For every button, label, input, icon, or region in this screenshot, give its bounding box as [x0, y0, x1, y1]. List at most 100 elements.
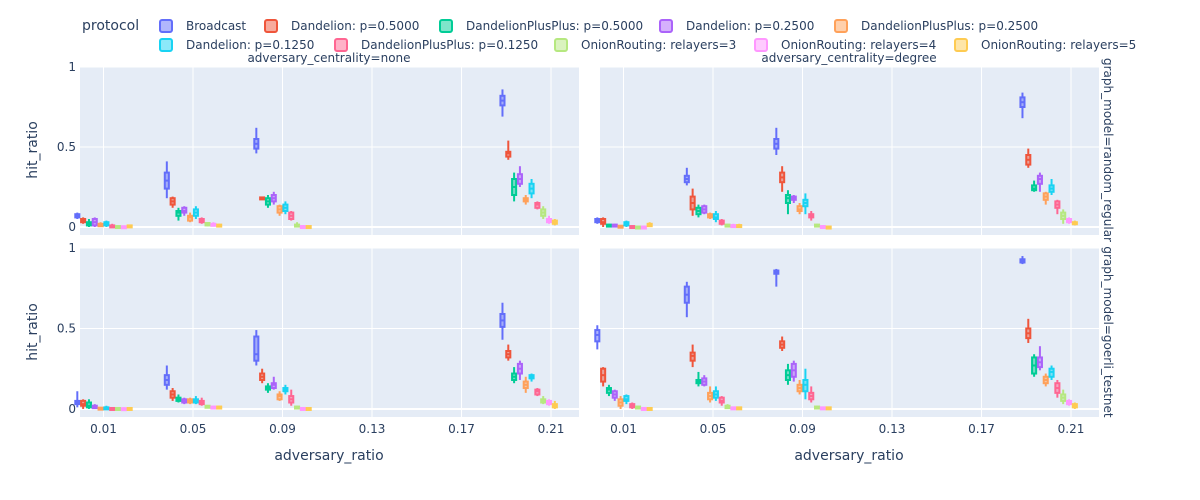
box[interactable]: [216, 223, 223, 228]
box[interactable]: [169, 196, 176, 208]
box[interactable]: [120, 407, 127, 412]
legend-item-onionrouting-relayers-4[interactable]: OnionRouting: relayers=4: [754, 38, 936, 52]
box[interactable]: [1036, 172, 1043, 192]
box[interactable]: [499, 302, 506, 340]
box[interactable]: [1060, 389, 1067, 405]
box[interactable]: [736, 406, 743, 411]
box[interactable]: [276, 204, 283, 216]
box[interactable]: [779, 166, 786, 192]
box[interactable]: [701, 375, 708, 387]
box[interactable]: [623, 220, 630, 227]
box[interactable]: [259, 368, 266, 384]
legend-item-dandelionplusplus-p-0-2500[interactable]: DandelionPlusPlus: p=0.2500: [834, 19, 1038, 33]
box[interactable]: [80, 217, 87, 224]
box[interactable]: [109, 406, 116, 411]
box[interactable]: [1036, 346, 1043, 371]
box[interactable]: [640, 406, 647, 411]
box[interactable]: [163, 365, 170, 390]
box[interactable]: [505, 344, 512, 361]
box[interactable]: [773, 268, 780, 287]
box[interactable]: [270, 376, 277, 390]
box[interactable]: [1060, 209, 1067, 224]
box[interactable]: [499, 89, 506, 117]
box[interactable]: [689, 344, 696, 368]
box[interactable]: [187, 397, 194, 405]
box[interactable]: [288, 389, 295, 406]
box[interactable]: [600, 367, 607, 387]
box[interactable]: [712, 386, 719, 401]
box[interactable]: [736, 223, 743, 229]
box[interactable]: [97, 406, 104, 411]
box[interactable]: [646, 222, 653, 228]
box[interactable]: [551, 400, 558, 409]
box[interactable]: [516, 360, 523, 380]
box[interactable]: [718, 396, 725, 406]
box[interactable]: [299, 406, 306, 411]
legend-item-dandelion-p-0-1250[interactable]: Dandelion: p=0.1250: [159, 38, 314, 52]
box[interactable]: [635, 405, 642, 410]
box[interactable]: [103, 220, 110, 227]
box[interactable]: [1031, 180, 1038, 192]
box[interactable]: [505, 140, 512, 160]
box[interactable]: [819, 406, 826, 411]
box[interactable]: [253, 127, 260, 154]
box[interactable]: [115, 225, 122, 230]
box[interactable]: [1065, 399, 1073, 406]
box[interactable]: [617, 396, 624, 409]
box[interactable]: [814, 405, 821, 410]
box[interactable]: [695, 204, 702, 218]
legend-item-dandelionplusplus-p-0-1250[interactable]: DandelionPlusPlus: p=0.1250: [334, 38, 538, 52]
legend-item-dandelion-p-0-2500[interactable]: Dandelion: p=0.2500: [659, 19, 814, 33]
box[interactable]: [120, 225, 127, 230]
box[interactable]: [701, 204, 708, 215]
box[interactable]: [779, 336, 786, 352]
box[interactable]: [204, 404, 211, 409]
box[interactable]: [91, 217, 98, 227]
box[interactable]: [516, 166, 523, 187]
legend-item-broadcast[interactable]: Broadcast: [159, 19, 246, 33]
box[interactable]: [181, 206, 188, 216]
box[interactable]: [192, 396, 199, 405]
box[interactable]: [264, 383, 272, 393]
box[interactable]: [91, 404, 98, 410]
box[interactable]: [126, 406, 133, 411]
box[interactable]: [635, 225, 642, 230]
box[interactable]: [198, 217, 205, 224]
box[interactable]: [545, 399, 553, 406]
box[interactable]: [689, 188, 696, 216]
box[interactable]: [1054, 199, 1061, 215]
box[interactable]: [1048, 179, 1055, 195]
box[interactable]: [808, 211, 815, 221]
box[interactable]: [551, 219, 558, 226]
box[interactable]: [773, 127, 780, 155]
box[interactable]: [611, 389, 618, 401]
box[interactable]: [617, 224, 624, 229]
box[interactable]: [629, 225, 636, 230]
box[interactable]: [534, 388, 541, 397]
box[interactable]: [1054, 379, 1061, 398]
box[interactable]: [181, 397, 188, 405]
box[interactable]: [819, 225, 826, 230]
box[interactable]: [683, 167, 690, 186]
box[interactable]: [282, 384, 289, 395]
box[interactable]: [253, 330, 260, 366]
box[interactable]: [187, 212, 194, 223]
legend-item-onionrouting-relayers-3[interactable]: OnionRouting: relayers=3: [554, 38, 736, 52]
box[interactable]: [511, 172, 518, 202]
box[interactable]: [299, 225, 306, 230]
box[interactable]: [511, 367, 518, 384]
box[interactable]: [1048, 365, 1055, 380]
box[interactable]: [825, 406, 832, 411]
box[interactable]: [74, 391, 81, 408]
box[interactable]: [522, 376, 529, 393]
box[interactable]: [126, 224, 133, 229]
box[interactable]: [730, 223, 737, 229]
box[interactable]: [623, 394, 630, 405]
box[interactable]: [540, 206, 547, 219]
box[interactable]: [724, 223, 731, 228]
box[interactable]: [85, 399, 92, 409]
box[interactable]: [192, 206, 199, 219]
box[interactable]: [808, 386, 815, 403]
box[interactable]: [724, 404, 731, 410]
box[interactable]: [718, 219, 725, 226]
